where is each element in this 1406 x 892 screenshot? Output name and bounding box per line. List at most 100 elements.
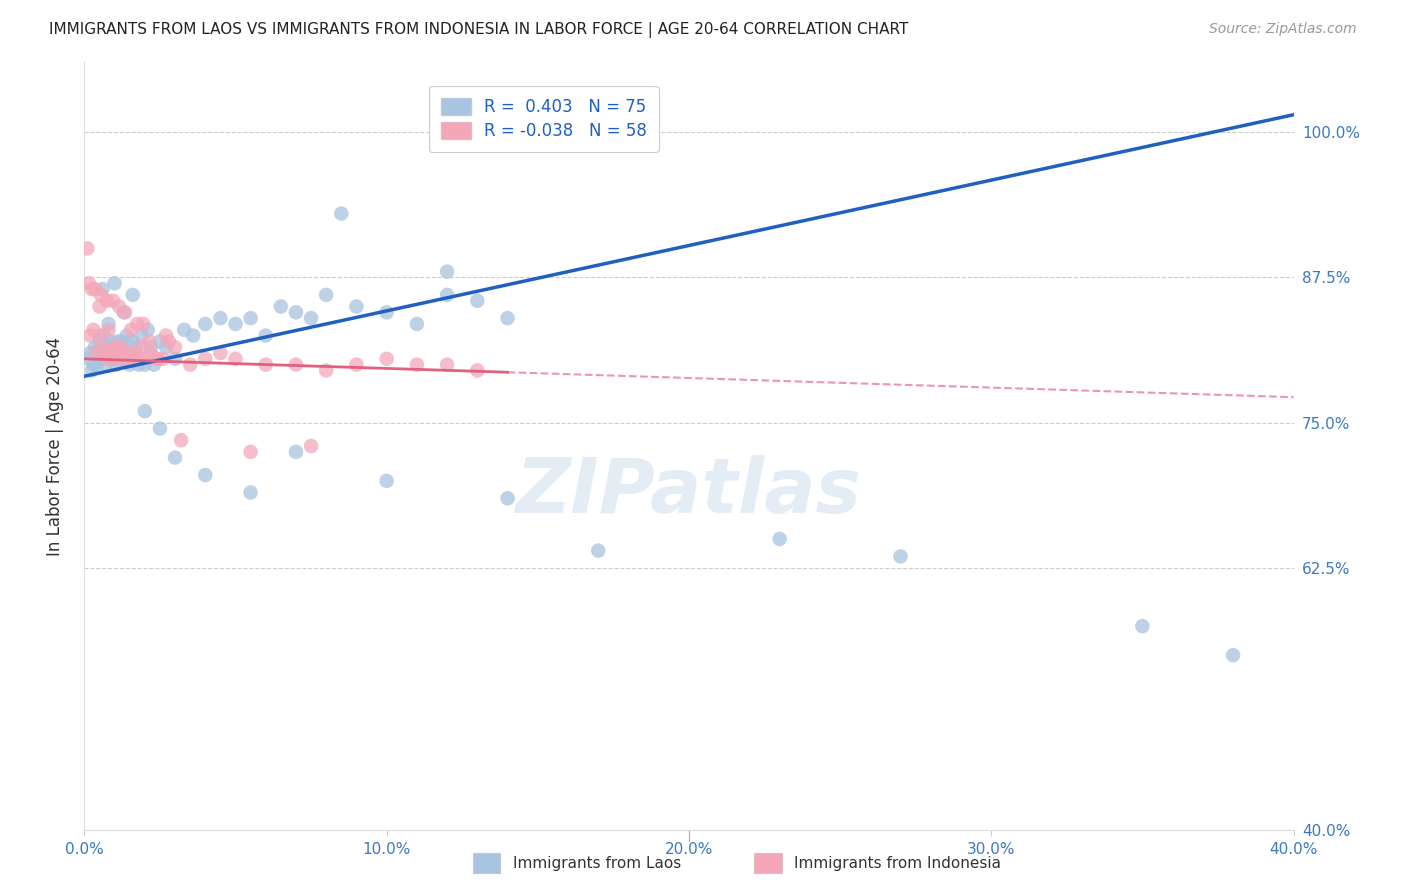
Point xyxy=(165,351,187,366)
Point xyxy=(125,346,148,360)
Point xyxy=(112,305,135,319)
Point xyxy=(111,334,134,349)
Point xyxy=(101,293,124,308)
Point xyxy=(239,445,262,459)
Point xyxy=(101,351,124,366)
Point xyxy=(100,346,122,360)
Point xyxy=(98,334,121,349)
Point xyxy=(125,340,148,354)
Point xyxy=(100,346,122,360)
Point xyxy=(139,340,162,354)
Point xyxy=(112,346,135,360)
Point xyxy=(588,543,610,558)
Point xyxy=(375,305,398,319)
Point xyxy=(467,363,489,377)
Point xyxy=(96,340,118,354)
Point xyxy=(97,317,120,331)
Point xyxy=(97,351,120,366)
Point xyxy=(97,351,120,366)
Point xyxy=(90,288,112,302)
Point xyxy=(93,328,115,343)
Point xyxy=(114,305,136,319)
Point xyxy=(121,351,143,366)
Point xyxy=(107,351,129,366)
Point xyxy=(467,293,489,308)
Point xyxy=(149,334,172,349)
Point xyxy=(89,334,111,349)
Point xyxy=(179,358,201,372)
Point xyxy=(104,340,127,354)
Point xyxy=(77,351,100,366)
Bar xyxy=(472,854,501,873)
Point xyxy=(155,340,177,354)
Point xyxy=(375,474,398,488)
Point xyxy=(114,351,136,366)
Point xyxy=(157,334,180,349)
Point xyxy=(104,340,127,354)
Point xyxy=(270,300,292,314)
Point xyxy=(406,358,429,372)
Point xyxy=(346,300,368,314)
Point xyxy=(86,358,108,372)
Point xyxy=(254,358,277,372)
Point xyxy=(299,439,322,453)
Point xyxy=(209,346,232,360)
Point xyxy=(136,323,159,337)
Point xyxy=(108,300,131,314)
Point xyxy=(110,351,132,366)
Point xyxy=(110,340,132,354)
Point xyxy=(128,358,150,372)
Y-axis label: In Labor Force | Age 20-64: In Labor Force | Age 20-64 xyxy=(45,336,63,556)
Point xyxy=(89,300,111,314)
Point xyxy=(406,317,429,331)
Point xyxy=(76,241,98,255)
Point xyxy=(121,334,143,349)
Point xyxy=(436,358,458,372)
Point xyxy=(330,206,353,220)
Point xyxy=(94,358,117,372)
Point xyxy=(209,311,232,326)
Point xyxy=(86,346,108,360)
Point xyxy=(120,323,142,337)
Point xyxy=(194,351,217,366)
Point xyxy=(87,346,110,360)
Legend: R =  0.403   N = 75, R = -0.038   N = 58: R = 0.403 N = 75, R = -0.038 N = 58 xyxy=(429,87,658,152)
Point xyxy=(89,328,111,343)
Point xyxy=(165,340,187,354)
Point xyxy=(121,288,143,302)
Point xyxy=(165,450,187,465)
Point xyxy=(315,288,337,302)
Point xyxy=(82,358,104,372)
Point xyxy=(127,317,149,331)
Text: Immigrants from Indonesia: Immigrants from Indonesia xyxy=(794,856,1001,871)
Bar xyxy=(754,854,782,873)
Point xyxy=(299,311,322,326)
Point xyxy=(118,358,141,372)
Point xyxy=(239,311,262,326)
Point xyxy=(105,340,128,354)
Point xyxy=(194,317,217,331)
Point xyxy=(115,328,138,343)
Point xyxy=(91,282,114,296)
Point xyxy=(142,358,165,372)
Point xyxy=(77,277,100,291)
Point xyxy=(131,328,153,343)
Point xyxy=(96,293,118,308)
Point xyxy=(1222,648,1244,663)
Text: Source: ZipAtlas.com: Source: ZipAtlas.com xyxy=(1209,22,1357,37)
Point xyxy=(496,491,519,506)
Point xyxy=(346,358,368,372)
Point xyxy=(134,404,156,418)
Point xyxy=(436,265,458,279)
Point xyxy=(890,549,912,564)
Point xyxy=(112,346,135,360)
Point xyxy=(1132,619,1154,633)
Point xyxy=(239,485,262,500)
Point xyxy=(152,351,174,366)
Point xyxy=(107,334,129,349)
Point xyxy=(91,340,114,354)
Point xyxy=(134,351,156,366)
Point xyxy=(97,323,120,337)
Point xyxy=(134,358,156,372)
Point xyxy=(84,340,107,354)
